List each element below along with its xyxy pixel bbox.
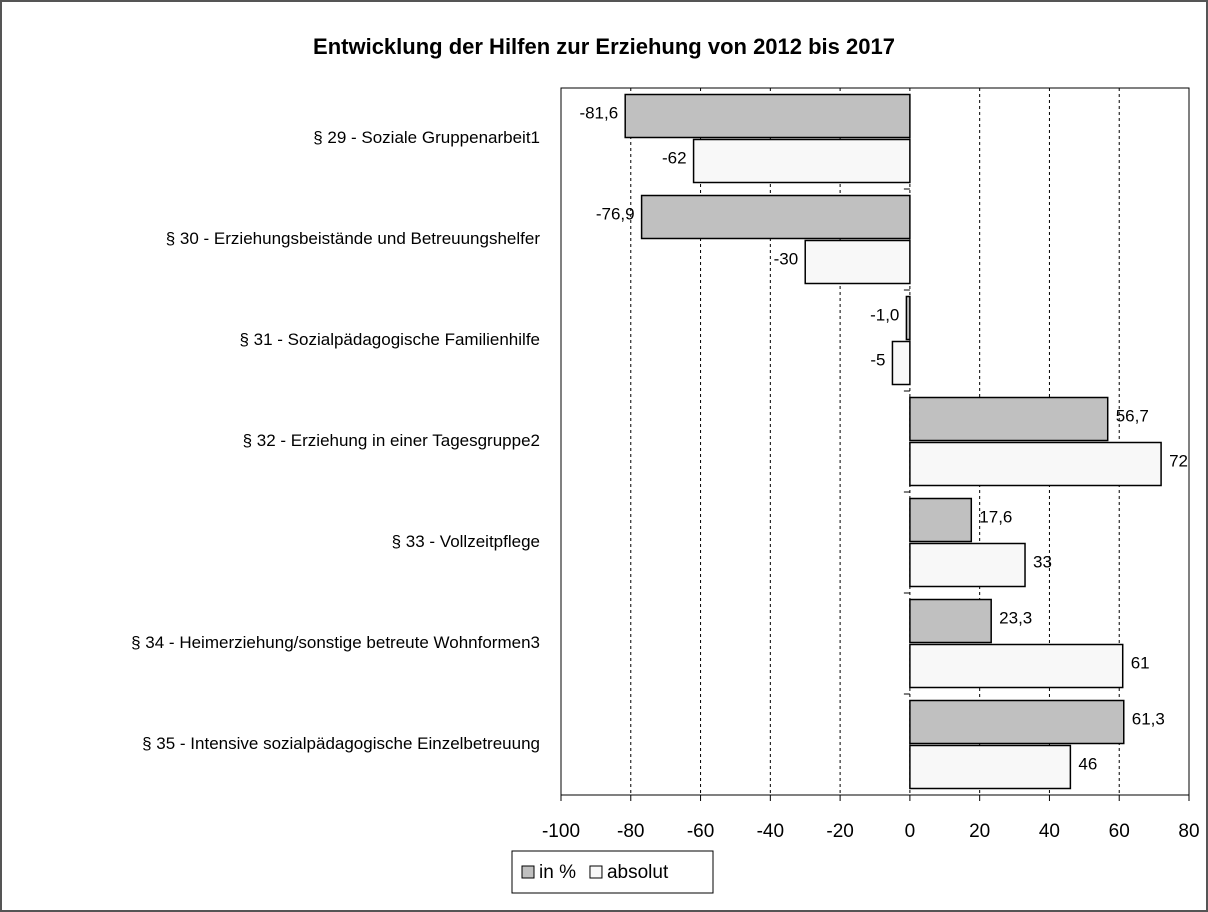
value-label: -76,9: [596, 204, 635, 223]
bar: [692, 138, 911, 184]
y-tick-label: § 30 - Erziehungsbeistände und Betreuung…: [166, 229, 541, 248]
bar: [909, 744, 1072, 790]
x-tick-label: -80: [617, 821, 644, 842]
legend-label: absolut: [607, 862, 669, 883]
bar: [909, 542, 1026, 588]
value-label: 46: [1078, 754, 1097, 773]
value-label: 56,7: [1116, 406, 1149, 425]
y-tick-label: § 29 - Soziale Gruppenarbeit1: [313, 128, 540, 147]
value-label: 61: [1131, 653, 1150, 672]
x-tick-label: -40: [757, 821, 784, 842]
value-label: -81,6: [579, 103, 618, 122]
chart-title: Entwicklung der Hilfen zur Erziehung von…: [313, 34, 895, 59]
bar: [624, 93, 911, 139]
y-tick-label: § 32 - Erziehung in einer Tagesgruppe2: [243, 431, 540, 450]
bar: [891, 340, 911, 386]
bar: [909, 643, 1124, 689]
value-label: 72: [1169, 451, 1188, 470]
value-label: -5: [870, 350, 885, 369]
value-label: -30: [774, 249, 799, 268]
x-tick-label: -60: [687, 821, 714, 842]
y-tick-label: § 31 - Sozialpädagogische Familienhilfe: [239, 330, 540, 349]
x-tick-label: 80: [1178, 821, 1199, 842]
bar: [909, 441, 1162, 487]
x-tick-label: -20: [826, 821, 853, 842]
value-label: 61,3: [1132, 709, 1165, 728]
bar: [905, 295, 911, 341]
y-tick-label: § 35 - Intensive sozialpädagogische Einz…: [142, 734, 540, 753]
x-tick-label: 40: [1039, 821, 1060, 842]
bar: [640, 194, 911, 240]
legend-label: in %: [539, 862, 576, 883]
y-tick-label: § 34 - Heimerziehung/sonstige betreute W…: [131, 633, 540, 652]
value-label: -1,0: [870, 305, 899, 324]
legend-swatch: [521, 865, 535, 879]
x-tick-label: 60: [1109, 821, 1130, 842]
x-tick-label: 0: [905, 821, 916, 842]
bar: [804, 239, 911, 285]
bar: [909, 497, 973, 543]
plot-area: [560, 87, 1190, 796]
y-tick-label: § 33 - Vollzeitpflege: [392, 532, 540, 551]
value-label: 23,3: [999, 608, 1032, 627]
bar: [909, 699, 1125, 745]
value-label: 17,6: [979, 507, 1012, 526]
value-label: 33: [1033, 552, 1052, 571]
legend-swatch: [589, 865, 603, 879]
x-tick-label: 20: [969, 821, 990, 842]
x-tick-label: -100: [542, 821, 580, 842]
legend-box: [511, 850, 714, 894]
bar: [909, 598, 992, 644]
bar: [909, 396, 1109, 442]
value-label: -62: [662, 148, 687, 167]
